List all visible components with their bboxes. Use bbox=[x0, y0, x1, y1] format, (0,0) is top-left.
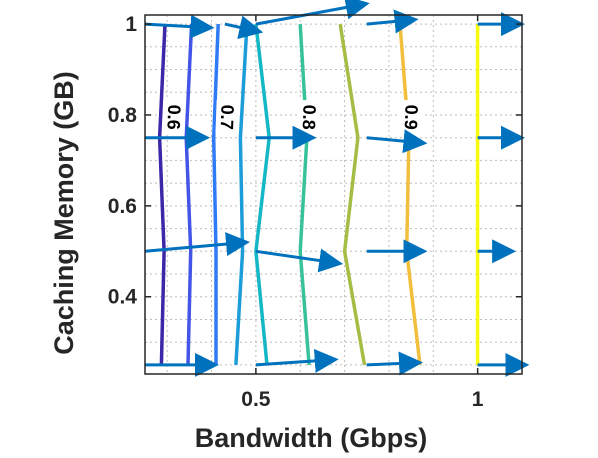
x-axis-ticks: 0.5 1 bbox=[241, 15, 484, 411]
contour-line-0.65 bbox=[184, 24, 194, 365]
contour-label: 0.7 bbox=[217, 104, 238, 130]
gradient-arrow bbox=[366, 9, 419, 34]
y-tick-label: 0.8 bbox=[108, 104, 138, 127]
gradient-arrow bbox=[255, 0, 370, 26]
y-tick-label: 1 bbox=[125, 13, 137, 36]
plot-frame bbox=[144, 14, 523, 375]
x-axis-label: Bandwidth (Gbps) bbox=[195, 423, 427, 453]
contour-line-0.9 bbox=[398, 23, 422, 366]
gradient-arrow bbox=[366, 351, 423, 376]
contour-label-group: 0.7 bbox=[215, 99, 239, 135]
x-tick-label: 0.5 bbox=[241, 388, 271, 411]
gradient-arrow bbox=[224, 15, 264, 40]
contour-line-0.6 bbox=[157, 24, 167, 365]
contour-label-group: 0.8 bbox=[297, 99, 321, 135]
contour-label: 0.9 bbox=[401, 104, 422, 130]
contour-lines bbox=[157, 23, 480, 366]
gradient-arrows bbox=[144, 0, 530, 377]
y-axis-label: Caching Memory (GB) bbox=[49, 71, 79, 355]
contour-labels: 0.6 0.7 0.8 0.9 bbox=[162, 99, 423, 135]
contour-label-background bbox=[215, 99, 239, 135]
contour-label: 0.8 bbox=[299, 104, 320, 130]
contour-line-0.8 bbox=[298, 23, 311, 366]
contour-label-group: 0.9 bbox=[399, 99, 423, 135]
contour-line-0.7 bbox=[211, 24, 220, 365]
y-axis-ticks: 0.4 0.6 0.8 1 bbox=[108, 13, 522, 309]
contour-line-0.75 bbox=[254, 23, 271, 366]
gradient-arrow bbox=[255, 248, 344, 273]
gradient-arrow bbox=[144, 14, 215, 39]
y-tick-label: 0.6 bbox=[108, 195, 137, 218]
gradient-arrow bbox=[255, 348, 339, 373]
contour-label: 0.6 bbox=[163, 104, 184, 130]
contour-label-background bbox=[399, 99, 423, 135]
contour-label-group: 0.6 bbox=[162, 99, 186, 135]
gradient-arrow bbox=[366, 129, 428, 154]
contour-label-background bbox=[162, 99, 186, 135]
x-tick-label: 1 bbox=[472, 388, 484, 411]
grid-lines bbox=[145, 15, 523, 374]
contour-line-0.72 bbox=[234, 23, 249, 366]
contour-line-0.85 bbox=[338, 23, 367, 366]
gradient-arrow bbox=[144, 232, 250, 257]
y-tick-label: 0.4 bbox=[108, 286, 138, 309]
